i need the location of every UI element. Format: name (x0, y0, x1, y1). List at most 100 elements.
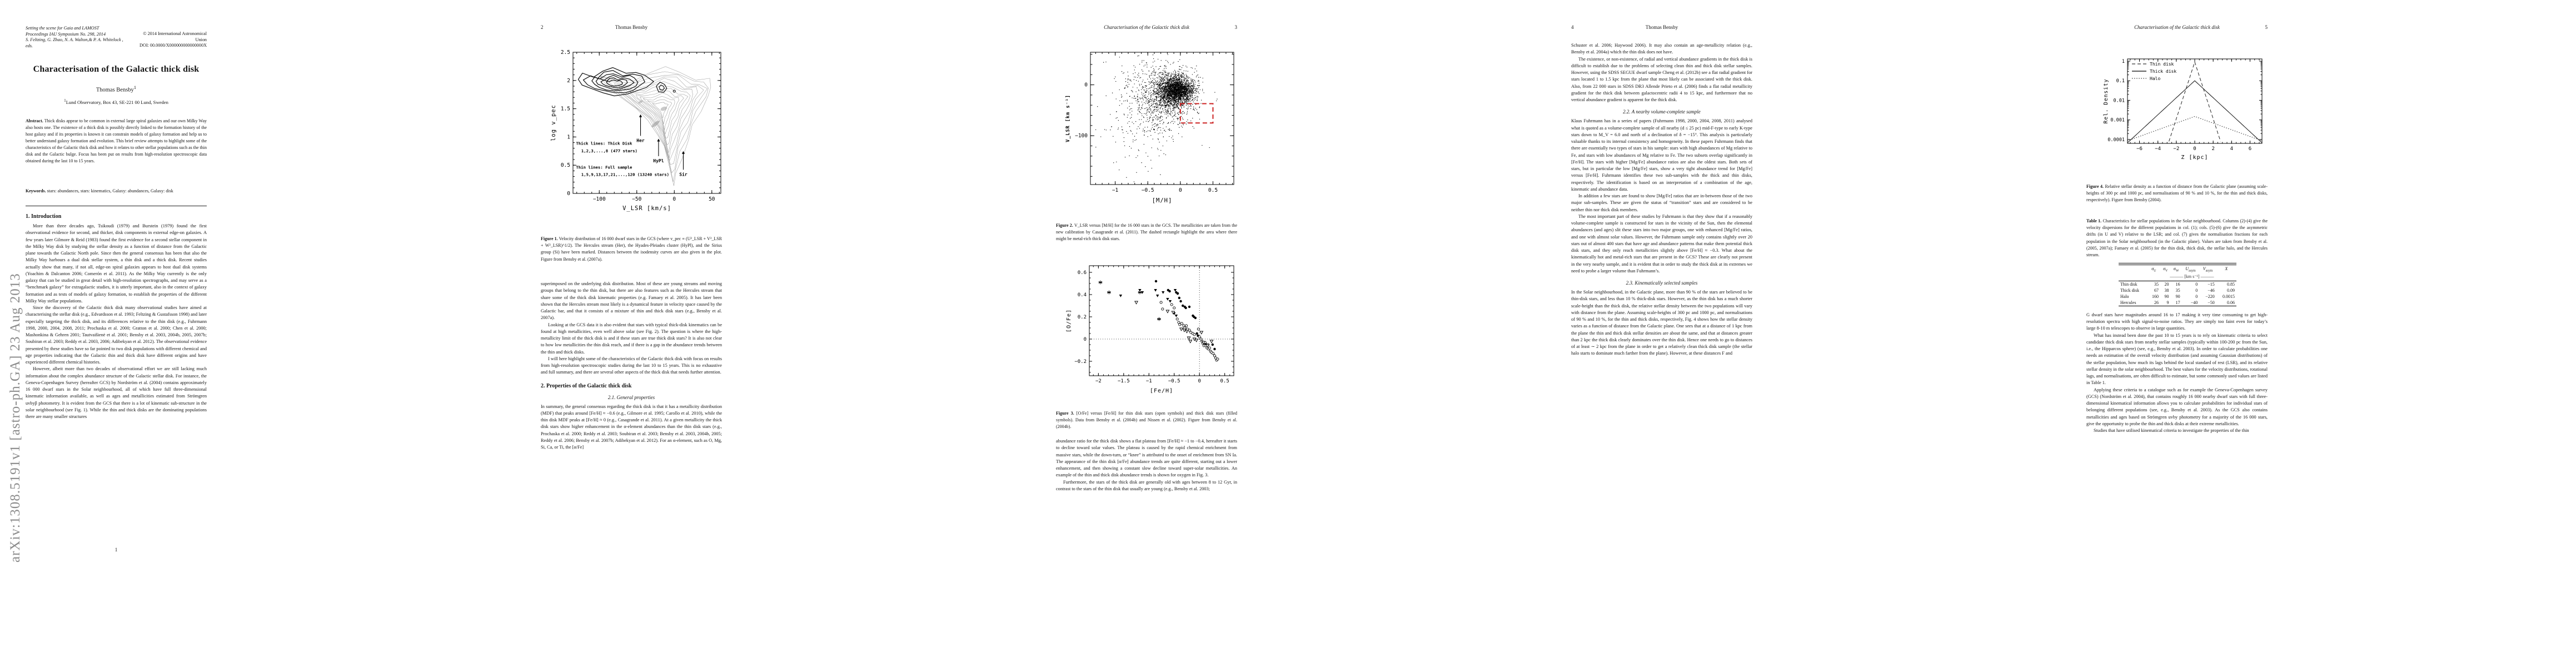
svg-text:Rel. Density: Rel. Density (2103, 79, 2109, 124)
svg-text:0: 0 (1179, 187, 1182, 193)
table-row: Thick disk 67 38 35 0 −46 0.09 (2119, 287, 2236, 293)
running-head-title: Characterisation of the Galactic thick d… (2134, 24, 2220, 30)
cell: 90 (2164, 293, 2169, 299)
figure-4-caption: Figure 4. Relative stellar density as a … (2086, 183, 2268, 204)
svg-text:2: 2 (2211, 146, 2214, 152)
svg-text:−2: −2 (1095, 379, 1102, 384)
svg-text:0: 0 (567, 191, 570, 197)
section-heading-introduction: 1. Introduction (26, 213, 62, 220)
figure-2-caption-text: V_LSR versus [M/H] for the 16 000 stars … (1056, 223, 1238, 242)
figure-3-caption-text: [O/Fe] versus [Fe/H] for thin disk stars… (1056, 411, 1238, 430)
table-1-caption: Table 1. Characteristics for stellar pop… (2086, 218, 2268, 258)
cell: 35 (2154, 281, 2159, 287)
svg-text:1: 1 (2122, 59, 2125, 64)
svg-text:−2: −2 (2173, 146, 2179, 152)
cell: 20 (2164, 281, 2169, 287)
svg-text:−1: −1 (1112, 187, 1119, 193)
paper-page-3: Characterisation of the Galactic thick d… (1030, 0, 1546, 667)
cell: −15 (2208, 281, 2215, 287)
arxiv-watermark: arXiv:1308.5191v1 [astro-ph.GA] 23 Aug 2… (8, 273, 23, 563)
paragraph: Looking at the GCS data it is also evide… (541, 322, 722, 355)
subsection-heading-kinematically-selected: 2.3. Kinematically selected samples (1626, 280, 1698, 286)
svg-text:−50: −50 (632, 196, 641, 202)
paragraph: In summary, the general consensus regard… (541, 404, 722, 450)
svg-text:1.5: 1.5 (561, 106, 570, 112)
cell: 0.09 (2227, 287, 2235, 293)
cell: 0.0015 (2223, 293, 2235, 299)
svg-text:V_LSR [km s⁻¹]: V_LSR [km s⁻¹] (1065, 94, 1071, 142)
table-units-row: ——— [km s⁻¹] ——— (2119, 273, 2236, 281)
row-label: Halo (2120, 293, 2129, 299)
affiliation-text: Lund Observatory, Box 43, SE-221 00 Lund… (66, 99, 168, 105)
svg-text:2: 2 (567, 78, 570, 84)
figure-1: −100 −50 0 50 0 0.5 1 1.5 2 2.5 V_LSR [km/s] log v_… (544, 40, 728, 236)
svg-text:Halo: Halo (2150, 76, 2160, 81)
keywords-label: Keywords. (26, 188, 46, 193)
figure-2-caption-label: Figure 2. (1056, 223, 1073, 228)
svg-text:−4: −4 (2155, 146, 2161, 152)
paper-page-4: 4 Thomas Bensby Schuster et al. 2006; Ha… (1546, 0, 2061, 667)
proceedings-header-right: © 2014 International Astronomical Union … (131, 26, 207, 49)
svg-text:1: 1 (567, 134, 570, 140)
proceedings-header: Setting the scene for Gaia and LAMOST Pr… (26, 26, 207, 49)
svg-text:Thick lines: Thick Disk: Thick lines: Thick Disk (576, 141, 632, 146)
figure-1-caption-text: Velocity distribution of 16 000 dwarf st… (541, 236, 723, 262)
paragraph: I will here highlight some of the charac… (541, 356, 722, 375)
table-row: Thin disk 35 20 16 0 −15 0.85 (2119, 281, 2236, 287)
paragraph: Studies that have utilised kinematical c… (2094, 428, 2249, 434)
keywords-block: Keywords. stars: abundances, stars: kine… (26, 188, 207, 194)
units-cell: ——— [km s⁻¹] ——— (2147, 273, 2236, 281)
row-label: Thin disk (2120, 281, 2137, 287)
figure-4-line-plot: −6 −4 −2 0 2 4 6 1 0.1 0.01 0.001 0.0001 Z [kpc] Rel.… (2103, 58, 2263, 161)
cell: 0 (2195, 293, 2198, 299)
cell: 38 (2164, 287, 2169, 293)
svg-text:−0.5: −0.5 (1168, 379, 1180, 384)
svg-text:0.1: 0.1 (2116, 78, 2125, 84)
column-header: Uasym (2185, 266, 2196, 273)
page2-body: superimposed on the underlying disk dist… (541, 281, 722, 451)
column-header: σW (2173, 266, 2179, 273)
svg-text:4: 4 (2230, 146, 2233, 152)
affiliation-line: 1Lund Observatory, Box 43, SE-221 00 Lun… (26, 98, 207, 105)
column-header: Vasym (2203, 266, 2213, 273)
cell: 67 (2154, 287, 2159, 293)
abstract-label: Abstract. (26, 118, 43, 123)
figure-3-scatter-plot: −2 −1.5 −1 −0.5 0 0.5 −0.2 0 0.2 0.4 0.6 [Fe/H] [O/F… (1066, 265, 1234, 394)
row-label: Hercules (2120, 300, 2136, 305)
svg-text:0.4: 0.4 (1078, 292, 1087, 298)
subsection-heading-volume-complete: 2.2. A nearby volume-complete sample (1623, 109, 1701, 115)
svg-text:6: 6 (2249, 146, 2251, 152)
paragraph: Schuster et al. 2006; Haywood 2006). It … (1571, 43, 1752, 55)
table-row: Hercules 26 9 17 −40 −50 0.06 (2119, 300, 2236, 306)
section-heading-properties: 2. Properties of the Galactic thick disk (541, 382, 632, 389)
header-doi-line: DOI: 00.0000/X000000000000000X (139, 43, 207, 48)
svg-text:Z [kpc]: Z [kpc] (2181, 155, 2208, 161)
page-title: Characterisation of the Galactic thick d… (33, 64, 200, 74)
paragraph: G dwarf stars have magnitudes around 16 … (2086, 312, 2268, 331)
paragraph: The most important part of these studies… (1571, 213, 1752, 273)
cell: 0.85 (2227, 281, 2235, 287)
paragraph: In the Solar neighbourhood, in the Galac… (1571, 290, 1752, 356)
subsection-heading-general-properties: 2.1. General properties (607, 394, 655, 400)
paragraph: What has instead been done the past 10 t… (2086, 332, 2268, 386)
paragraph: In addition a few stars are found to sho… (1571, 193, 1752, 212)
paragraph: Since the discovery of the Galactic thic… (26, 305, 207, 365)
svg-text:[O/Fe]: [O/Fe] (1066, 309, 1072, 332)
svg-text:0.001: 0.001 (2110, 118, 2125, 123)
cell: −50 (2208, 300, 2215, 305)
cell: −46 (2208, 287, 2215, 293)
figure-2-caption: Figure 2. V_LSR versus [M/H] for the 16 … (1056, 222, 1237, 243)
page-number: 3 (1234, 24, 1238, 30)
cell: −40 (2190, 300, 2198, 305)
figure-3-caption-label: Figure 3. (1056, 411, 1074, 416)
author-name: Thomas Bensby (96, 87, 134, 93)
svg-text:50: 50 (709, 196, 715, 202)
cell: 90 (2175, 293, 2180, 299)
column-header: σV (2163, 266, 2168, 273)
figure-4-caption-text: Relative stellar density as a function o… (2086, 184, 2268, 203)
svg-text:0.5: 0.5 (561, 162, 570, 168)
paper-page-2: 2 Thomas Bensby −100 −50 0 50 0 0.5 1 1.5 2 2.5 V_… (515, 0, 1030, 667)
page-number: 4 (1571, 24, 1574, 30)
svg-text:0.5: 0.5 (1220, 379, 1229, 384)
header-series-line: Setting the scene for Gaia and LAMOST (26, 26, 99, 31)
